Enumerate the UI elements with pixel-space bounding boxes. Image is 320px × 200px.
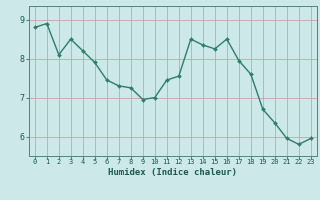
X-axis label: Humidex (Indice chaleur): Humidex (Indice chaleur) (108, 168, 237, 177)
